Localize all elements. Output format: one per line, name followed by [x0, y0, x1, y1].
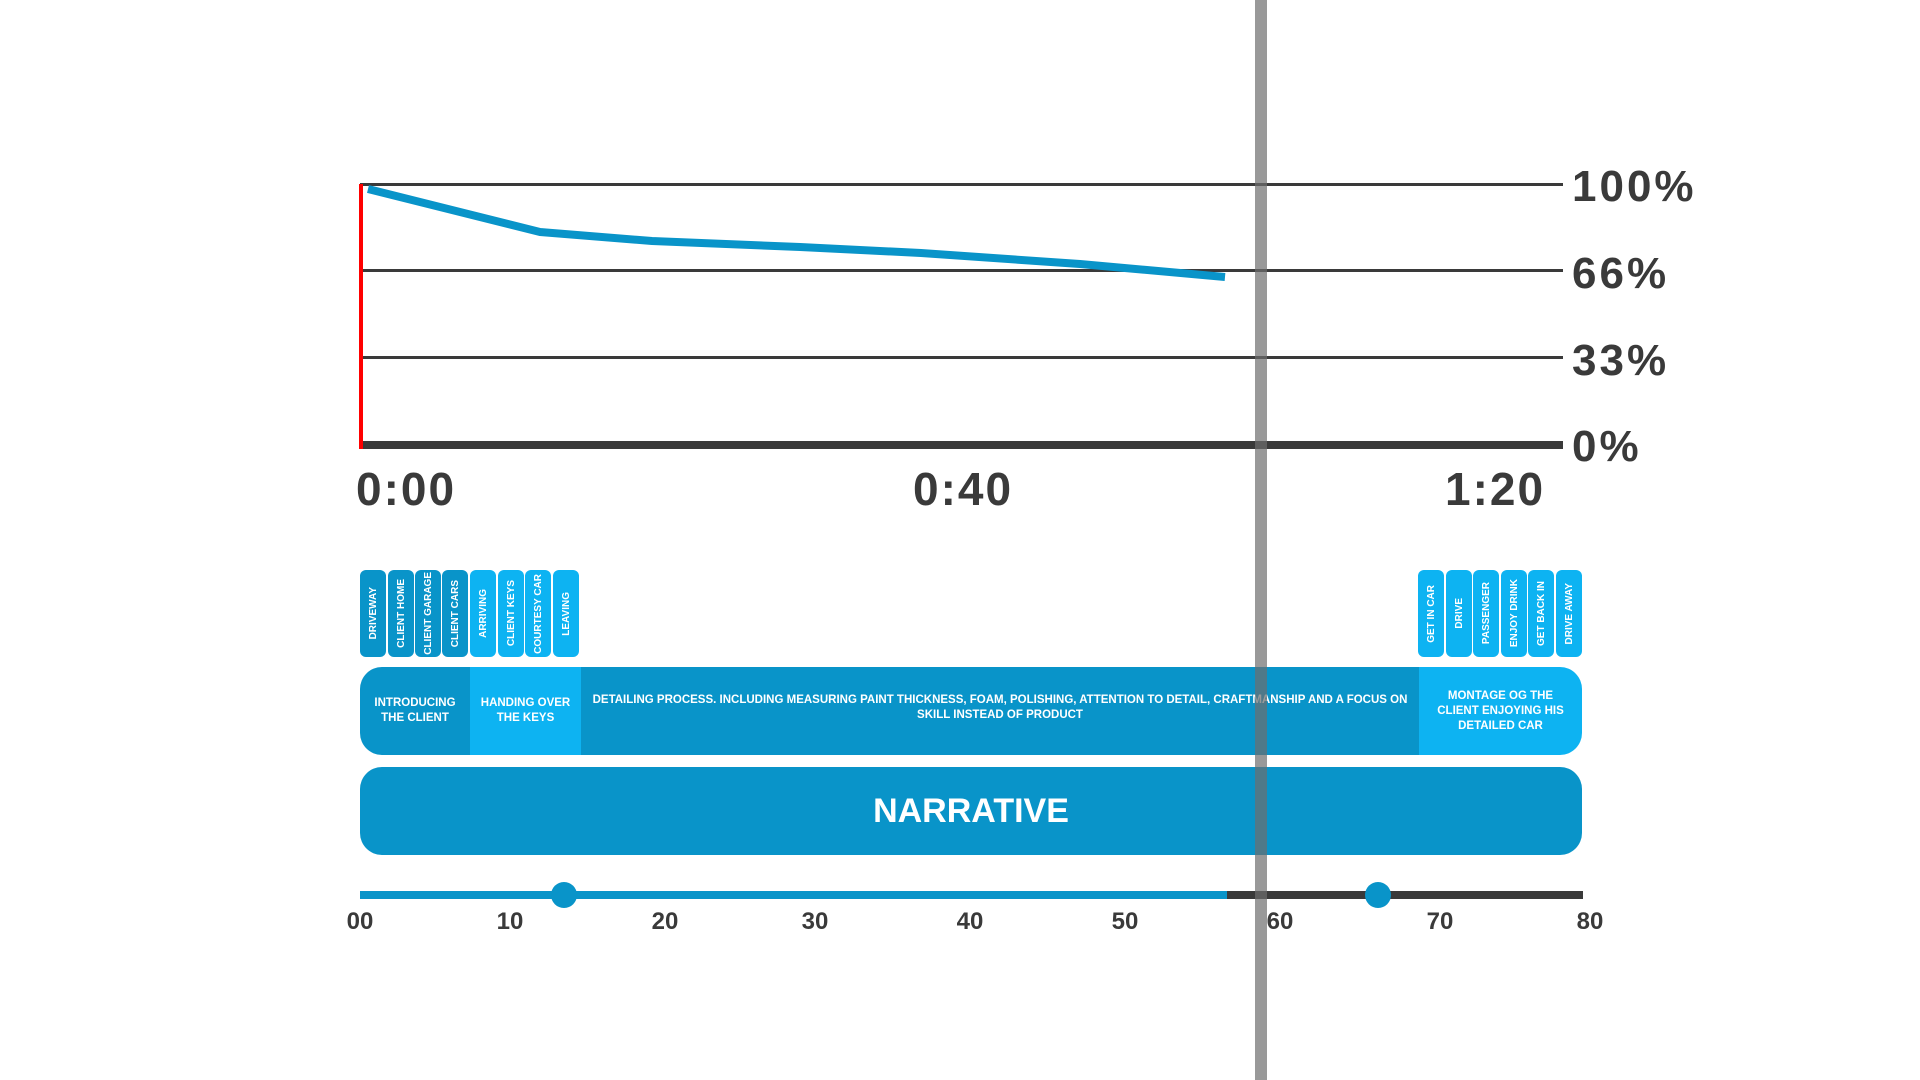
scene-tile[interactable]: ENJOY DRINK — [1501, 570, 1527, 657]
scene-label: PASSENGER — [1480, 582, 1492, 645]
y-label-0: 0% — [1572, 422, 1642, 471]
scene-tile[interactable]: ARRIVING — [470, 570, 496, 657]
tick-label: 80 — [1576, 908, 1604, 935]
x-label-mid: 0:40 — [913, 463, 1014, 515]
x-label-start: 0:00 — [356, 463, 457, 515]
tick-label: 50 — [1111, 908, 1139, 935]
scene-tile[interactable]: GET BACK IN — [1528, 570, 1554, 657]
scene-label: DRIVE AWAY — [1563, 582, 1575, 645]
scene-label: DRIVE — [1453, 598, 1465, 629]
scene-tile[interactable]: DRIVE AWAY — [1556, 570, 1582, 657]
scene-label: CLIENT GARAGE — [422, 572, 434, 655]
scene-tile[interactable]: DRIVE — [1446, 570, 1472, 657]
timeline-knob-start[interactable] — [551, 882, 577, 908]
timeline-progress — [360, 891, 1227, 899]
y-label-100: 100% — [1572, 162, 1697, 211]
tick-label: 10 — [496, 908, 524, 935]
scene-label: COURTESY CAR — [532, 573, 544, 654]
scene-label: DRIVEWAY — [367, 587, 379, 640]
gridline-100 — [360, 183, 1563, 186]
tick-label: 40 — [956, 908, 984, 935]
scene-label: GET IN CAR — [1425, 584, 1437, 643]
y-label-66: 66% — [1572, 249, 1670, 298]
scene-label: GET BACK IN — [1535, 581, 1547, 646]
scene-label: CLIENT CARS — [449, 579, 461, 648]
tick-label: 60 — [1266, 908, 1294, 935]
scene-tile[interactable]: CLIENT HOME — [388, 570, 414, 657]
tick-label: 70 — [1426, 908, 1454, 935]
tick-label: 30 — [801, 908, 829, 935]
section-detailing[interactable]: DETAILING PROCESS. INCLUDING MEASURING P… — [581, 667, 1419, 755]
scene-tile[interactable]: CLIENT KEYS — [498, 570, 524, 657]
retention-line — [367, 185, 1226, 281]
timeline-knob-end[interactable] — [1365, 882, 1391, 908]
y-label-33: 33% — [1572, 336, 1670, 385]
section-handover[interactable]: HANDING OVER THE KEYS — [470, 667, 581, 755]
gridline-66 — [360, 269, 1563, 272]
scene-tile[interactable]: CLIENT GARAGE — [415, 570, 441, 657]
sections-bar: INTRODUCING THE CLIENT HANDING OVER THE … — [360, 667, 1582, 755]
y-axis-start-marker — [359, 184, 363, 449]
x-axis-baseline — [360, 441, 1563, 449]
scene-label: CLIENT HOME — [395, 579, 407, 648]
scene-label: LEAVING — [560, 591, 572, 636]
gridline-33 — [360, 356, 1563, 359]
section-intro[interactable]: INTRODUCING THE CLIENT — [360, 667, 470, 755]
scene-label: ARRIVING — [477, 589, 489, 638]
scene-tile[interactable]: LEAVING — [553, 570, 579, 657]
narrative-bar[interactable]: NARRATIVE — [360, 767, 1582, 855]
tick-label: 20 — [651, 908, 679, 935]
playhead[interactable] — [1255, 0, 1267, 1080]
scene-tile[interactable]: PASSENGER — [1473, 570, 1499, 657]
tick-label: 00 — [346, 908, 374, 935]
scene-label: CLIENT KEYS — [505, 580, 517, 647]
scene-tile[interactable]: COURTESY CAR — [525, 570, 551, 657]
section-montage[interactable]: MONTAGE OG THE CLIENT ENJOYING HIS DETAI… — [1419, 667, 1582, 755]
scene-tile[interactable]: CLIENT CARS — [442, 570, 468, 657]
scene-tile[interactable]: GET IN CAR — [1418, 570, 1444, 657]
narrative-label: NARRATIVE — [873, 791, 1069, 830]
scene-label: ENJOY DRINK — [1508, 579, 1520, 648]
x-label-end: 1:20 — [1445, 463, 1546, 515]
scene-tile[interactable]: DRIVEWAY — [360, 570, 386, 657]
